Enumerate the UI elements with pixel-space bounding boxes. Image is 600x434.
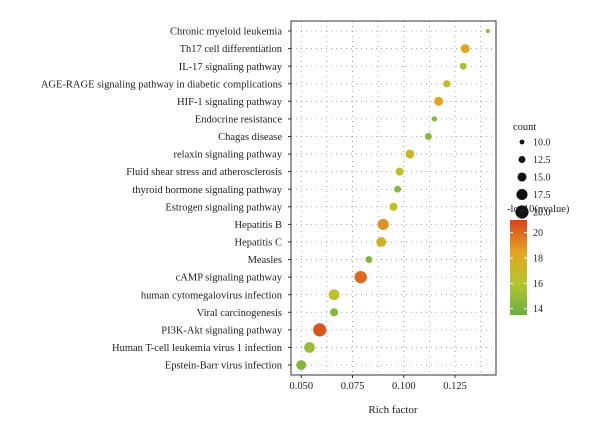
y-tick-label: Endocrine resistance — [195, 115, 283, 126]
data-point — [443, 80, 451, 88]
y-axis-labels: Chronic myeloid leukemia Th17 cell differ… — [41, 27, 283, 372]
count-legend-label: 15.0 — [533, 173, 551, 184]
count-legend-dot — [519, 139, 525, 145]
y-tick-label: IL-17 signaling pathway — [179, 62, 283, 73]
data-point — [431, 116, 438, 122]
data-point — [296, 360, 307, 370]
x-tick-label: 0.125 — [443, 381, 467, 392]
y-tick-label: Chagas disease — [218, 132, 282, 143]
data-points — [296, 29, 490, 370]
pvalue-legend-label: 18 — [533, 254, 543, 265]
x-tick-label: 0.100 — [392, 381, 416, 392]
data-point — [459, 62, 467, 70]
y-tick-label: AGE-RAGE signaling pathway in diabetic c… — [41, 79, 282, 90]
pvalue-legend-label: 14 — [533, 304, 543, 315]
y-tick-label: Fluid shear stress and atherosclerosis — [126, 167, 282, 178]
data-point — [460, 44, 470, 54]
plot-panel — [290, 20, 497, 376]
data-point — [405, 149, 415, 159]
y-tick-label: HIF-1 signaling pathway — [177, 97, 283, 108]
y-tick-label: cAMP signaling pathway — [176, 273, 283, 284]
count-legend-dot — [517, 172, 527, 182]
data-point — [365, 256, 373, 264]
x-axis-title: Rich factor — [368, 404, 418, 416]
count-legend-title: count — [513, 122, 536, 133]
grid-layer — [291, 21, 496, 375]
count-legend-label: 12.5 — [533, 155, 551, 166]
count-legend-dot — [516, 188, 528, 201]
y-tick-label: Human T-cell leukemia virus 1 infection — [112, 343, 283, 354]
count-legend: count 10.0 12.5 15.0 17.5 20.0 — [513, 122, 551, 219]
y-tick-label: Hepatitis B — [234, 220, 282, 231]
data-point — [434, 96, 444, 106]
data-point — [328, 289, 340, 301]
count-legend-dot — [518, 156, 526, 163]
y-tick-label: thyroid hormone signaling pathway — [132, 185, 282, 196]
data-point — [354, 270, 367, 284]
y-axis-ticks — [288, 30, 291, 366]
data-point — [313, 323, 327, 337]
pvalue-colorbar — [510, 220, 527, 315]
y-tick-label: PI3K-Akt signaling pathway — [161, 325, 282, 336]
pvalue-legend-label: 16 — [533, 279, 543, 290]
x-tick-label: 0.050 — [289, 381, 313, 392]
data-point — [424, 133, 432, 140]
count-legend-label: 10.0 — [533, 138, 551, 149]
y-tick-label: Chronic myeloid leukemia — [170, 27, 282, 38]
count-legend-label: 17.5 — [533, 190, 551, 201]
y-tick-label: Measles — [248, 255, 282, 266]
x-axis: 0.050 0.075 0.100 0.125 — [289, 375, 467, 392]
count-legend-label: 20.0 — [533, 208, 551, 219]
pvalue-legend-label: 20 — [533, 228, 543, 239]
data-point — [485, 29, 490, 33]
data-point — [304, 342, 315, 353]
data-point — [376, 237, 387, 247]
y-tick-label: Viral carcinogenesis — [197, 308, 282, 319]
y-tick-label: relaxin signaling pathway — [174, 150, 283, 161]
count-legend-dot — [515, 205, 529, 219]
data-point — [377, 218, 389, 230]
y-tick-label: Th17 cell differentiation — [180, 44, 283, 55]
y-tick-label: Estrogen signaling pathway — [165, 202, 282, 213]
data-point — [329, 308, 339, 317]
data-point — [394, 185, 402, 193]
x-tick-label: 0.075 — [341, 381, 365, 392]
y-tick-label: human cytomegalovirus infection — [141, 290, 283, 301]
data-point — [389, 202, 398, 211]
data-point — [395, 167, 404, 176]
pvalue-legend: -log10(pvalue) 14 16 18 20 — [507, 204, 570, 315]
y-tick-label: Hepatitis C — [234, 238, 282, 249]
pvalue-legend-title: -log10(pvalue) — [507, 204, 570, 215]
y-tick-label: Epstein-Barr virus infection — [165, 361, 283, 372]
